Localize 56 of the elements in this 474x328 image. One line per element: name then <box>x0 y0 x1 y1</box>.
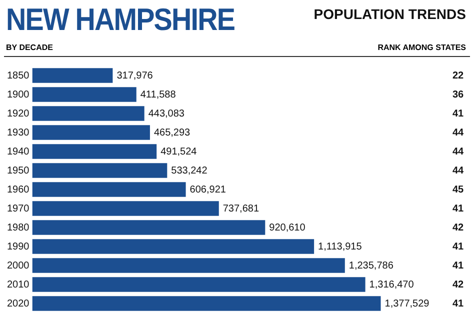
y-tick-label: 2000 <box>6 260 30 272</box>
y-tick-label: 1850 <box>6 70 30 82</box>
y-axis-title: BY DECADE <box>6 43 53 52</box>
bar <box>32 87 136 102</box>
data-label: 411,588 <box>140 89 176 100</box>
text: 22 <box>452 70 464 82</box>
data-label: 491,524 <box>160 146 198 158</box>
text: 42 <box>452 222 464 234</box>
bar <box>32 220 266 235</box>
y-tick-label: 1960 <box>6 184 30 196</box>
bar <box>32 163 168 178</box>
data-label: 443,083 <box>148 108 185 120</box>
y-tick-label: 1980 <box>6 222 30 234</box>
bar <box>32 144 157 159</box>
y-tick-label: 1930 <box>6 127 30 138</box>
text: 41 <box>452 298 464 310</box>
data-label: 1,377,529 <box>384 298 430 310</box>
chart-subtitle: POPULATION TRENDS <box>314 6 466 22</box>
text: 44 <box>452 146 464 158</box>
data-label: 465,293 <box>154 127 191 138</box>
text: 36 <box>452 89 464 100</box>
data-label: 920,610 <box>269 222 306 234</box>
y2-axis-title: RANK AMONG STATES <box>378 43 466 52</box>
data-label: 1,113,915 <box>318 241 362 252</box>
bar <box>32 296 381 311</box>
y-tick-label: 2020 <box>6 298 30 310</box>
data-label: 533,242 <box>171 165 208 176</box>
y-tick-label: 2010 <box>6 279 30 290</box>
chart-title: NEW HAMPSHIRE <box>6 2 235 38</box>
y-tick-label: 1940 <box>6 146 30 158</box>
y-tick-label: 1990 <box>6 241 30 252</box>
data-label: 317,976 <box>116 70 154 82</box>
text: 41 <box>452 241 464 252</box>
bar <box>32 182 186 197</box>
bar <box>32 106 144 121</box>
text: 44 <box>452 127 464 138</box>
bar <box>32 258 345 273</box>
bar <box>32 201 219 216</box>
bar <box>32 239 314 254</box>
y-tick-label: 1970 <box>6 203 30 214</box>
text: 41 <box>452 108 464 120</box>
text: 42 <box>452 279 464 290</box>
bar <box>32 68 113 83</box>
y-tick-label: 1950 <box>6 165 30 176</box>
text: 41 <box>452 203 464 214</box>
text: 41 <box>452 260 464 272</box>
data-label: 1,316,470 <box>369 279 414 290</box>
data-label: 737,681 <box>222 203 260 214</box>
bar <box>32 277 366 292</box>
y-tick-label: 1900 <box>6 89 30 100</box>
data-label: 606,921 <box>190 184 226 196</box>
y-tick-label: 1920 <box>6 108 30 120</box>
text: 44 <box>452 165 464 176</box>
bar <box>32 125 150 140</box>
data-label: 1,235,786 <box>348 260 394 272</box>
text: 45 <box>452 184 464 196</box>
